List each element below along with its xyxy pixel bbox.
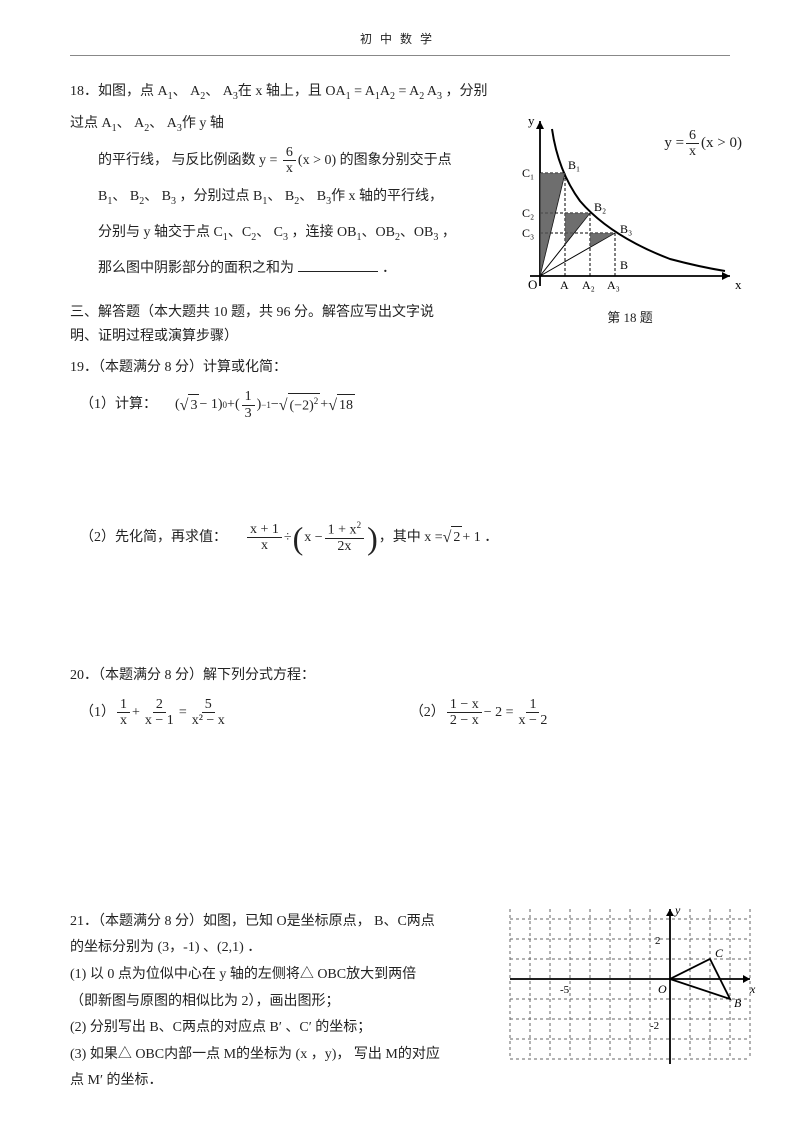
svg-text:x: x <box>749 982 756 996</box>
svg-text:A: A <box>560 278 569 292</box>
problem-18: 18．如图，点 A1、 A2、 A3在 x 轴上，且 OA1 = A1A2 = … <box>70 76 730 285</box>
p18-num: 18． <box>70 84 98 99</box>
figure-18-caption: 第 18 题 <box>510 303 750 333</box>
problem-21: 21．（本题满分 8 分）如图，已知 O是坐标原点， B、C两点 的坐标分别为 … <box>70 909 730 1095</box>
figure-21: y x O C B 2 -5 -2 <box>500 899 760 1077</box>
svg-text:C₁: C₁ <box>522 166 534 180</box>
svg-text:B: B <box>620 258 628 272</box>
svg-text:y: y <box>528 113 535 128</box>
svg-text:-5: -5 <box>560 984 570 996</box>
svg-text:-2: -2 <box>650 1020 659 1032</box>
svg-text:C₂: C₂ <box>522 206 534 220</box>
problem-19: 19．（本题满分 8 分）计算或化简： （1）计算： (3 − 1)0 + (1… <box>70 357 730 555</box>
svg-text:2: 2 <box>655 935 661 947</box>
page-header: 初中数学 <box>70 30 730 56</box>
svg-text:A₂: A₂ <box>582 278 595 292</box>
svg-text:O: O <box>528 277 537 292</box>
svg-text:x: x <box>735 277 742 292</box>
svg-text:B₁: B₁ <box>568 158 580 172</box>
svg-text:B: B <box>734 996 742 1010</box>
figure-18: y x O C₁ C₂ C₃ B₁ B₂ B₃ B A A₂ A₃ y = 6x… <box>510 111 750 333</box>
svg-text:O: O <box>658 982 667 996</box>
svg-text:B₃: B₃ <box>620 222 632 236</box>
svg-text:C₃: C₃ <box>522 226 534 240</box>
svg-text:C: C <box>715 946 724 960</box>
blank-answer <box>298 271 378 272</box>
problem-20: 20．（本题满分 8 分）解下列分式方程： （1） 1x + 2x − 1 = … <box>70 665 730 729</box>
svg-text:y: y <box>674 903 681 917</box>
svg-text:A₃: A₃ <box>607 278 620 292</box>
svg-text:B₂: B₂ <box>594 200 606 214</box>
